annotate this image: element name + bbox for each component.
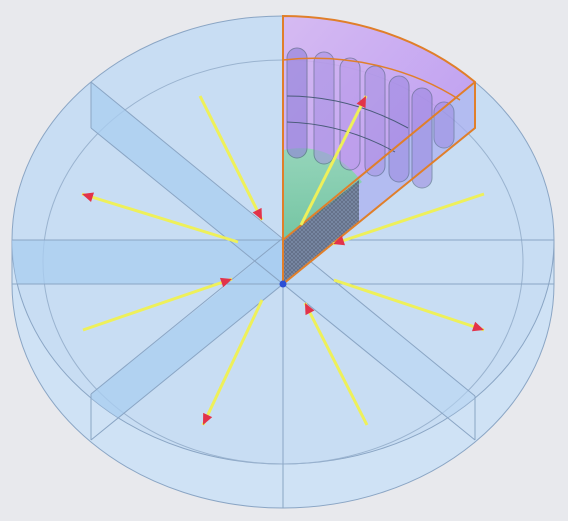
slot [411, 87, 433, 189]
slot [433, 101, 455, 149]
slot [286, 47, 308, 159]
arrowhead-icon [305, 303, 315, 316]
arrow-shaft [81, 192, 239, 244]
arrow-layer [81, 95, 485, 426]
load-arrow [299, 95, 368, 226]
arrow-shaft [299, 95, 368, 226]
arrow-shaft [333, 278, 485, 332]
arrowhead-icon [471, 321, 484, 332]
horizontal-slab-left [12, 240, 283, 284]
arrow-shaft [303, 302, 369, 426]
arrowhead-icon [219, 277, 232, 288]
load-arrow [332, 192, 485, 246]
slot-ring [286, 95, 409, 129]
arrowhead-icon [82, 192, 94, 203]
load-arrow [82, 277, 233, 332]
load-arrow [81, 192, 239, 244]
slot [313, 51, 335, 165]
load-arrow [201, 299, 264, 426]
sector-mesh-face [283, 180, 359, 284]
diagonal-slab-right [283, 240, 475, 440]
arrowhead-icon [252, 207, 262, 220]
load-arrow [333, 278, 485, 332]
diagonal-slab-front [91, 240, 283, 440]
sector-inner-arc [282, 57, 461, 101]
load-arrow [303, 302, 369, 426]
arrow-shaft [201, 299, 264, 426]
arrowhead-icon [356, 96, 366, 109]
slot-array [286, 47, 455, 189]
load-arrow [198, 95, 264, 221]
diagonal-slab-back [91, 82, 283, 284]
sector-inner-region [283, 148, 362, 240]
slot [339, 57, 361, 171]
arrowhead-icon [333, 235, 346, 246]
slot-ring [286, 121, 396, 153]
highlighted-sector[interactable] [282, 14, 476, 287]
origin-point-icon[interactable] [279, 280, 287, 288]
arrowhead-icon [203, 412, 213, 425]
slot [364, 65, 386, 177]
arrow-shaft [82, 277, 233, 332]
slot [388, 75, 410, 183]
arrow-shaft [332, 192, 485, 246]
arrow-shaft [198, 95, 264, 221]
